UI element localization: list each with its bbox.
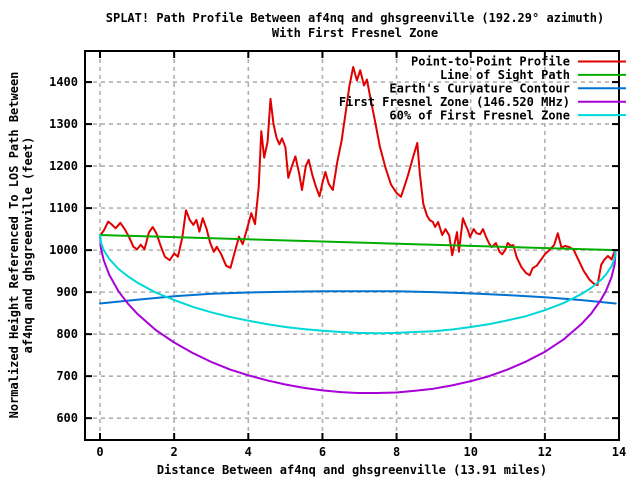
y-axis-label-line1: Normalized Height Referenced To LOS Path…: [7, 72, 21, 419]
x-tick-label: 10: [463, 445, 477, 459]
series-line-of-sight-path: [99, 234, 617, 252]
x-tick-label: 4: [245, 445, 252, 459]
y-tick-label: 1100: [49, 201, 78, 215]
y-tick-label: 1400: [49, 75, 78, 89]
legend-label: 60% of First Fresnel Zone: [389, 108, 570, 122]
y-tick-label: 600: [56, 411, 78, 425]
x-axis-label: Distance Between af4nq and ghsgreenville…: [157, 463, 547, 477]
legend-entry: Point-to-Point Profile: [411, 55, 626, 69]
chart-title-line2: With First Fresnel Zone: [272, 26, 438, 40]
tick-labels-layer: 0 2 4 6 8 10 12 14 600 700 800 900 1000 1100 1200 1300 1…: [49, 75, 626, 459]
legend-entry: First Fresnel Zone (146.520 MHz): [339, 95, 626, 109]
plot-border: [84, 50, 620, 441]
x-tick-label: 0: [96, 445, 103, 459]
curves-layer: [99, 66, 617, 394]
y-tick-label: 900: [56, 285, 78, 299]
y-tick-label: 800: [56, 327, 78, 341]
series-earth-s-curvature-contour: [99, 290, 617, 305]
x-tick-label: 14: [612, 445, 626, 459]
x-tick-label: 2: [171, 445, 178, 459]
axis-ticks-layer: [85, 51, 620, 440]
x-tick-label: 6: [319, 445, 326, 459]
y-tick-label: 1000: [49, 243, 78, 257]
legend-label: First Fresnel Zone (146.520 MHz): [339, 95, 570, 109]
y-tick-label: 1200: [49, 159, 78, 173]
legend-label: Line of Sight Path: [440, 68, 570, 82]
x-tick-label: 12: [538, 445, 552, 459]
series-60-of-first-fresnel-zone: [99, 234, 617, 335]
y-axis-label-line2: af4nq and ghsgreenville (feet): [21, 137, 35, 354]
y-tick-label: 700: [56, 369, 78, 383]
legend-entry: Earth's Curvature Contour: [389, 82, 626, 96]
x-tick-label: 8: [393, 445, 400, 459]
legend-entry: Line of Sight Path: [440, 68, 626, 82]
series-first-fresnel-zone-146-520-mhz: [99, 234, 617, 394]
legend-label: Earth's Curvature Contour: [389, 82, 570, 96]
y-tick-label: 1300: [49, 117, 78, 131]
legend-label: Point-to-Point Profile: [411, 55, 570, 69]
legend-entry: 60% of First Fresnel Zone: [389, 108, 626, 122]
series-point-to-point-profile: [99, 66, 617, 286]
chart-title-line1: SPLAT! Path Profile Between af4nq and gh…: [106, 11, 605, 25]
